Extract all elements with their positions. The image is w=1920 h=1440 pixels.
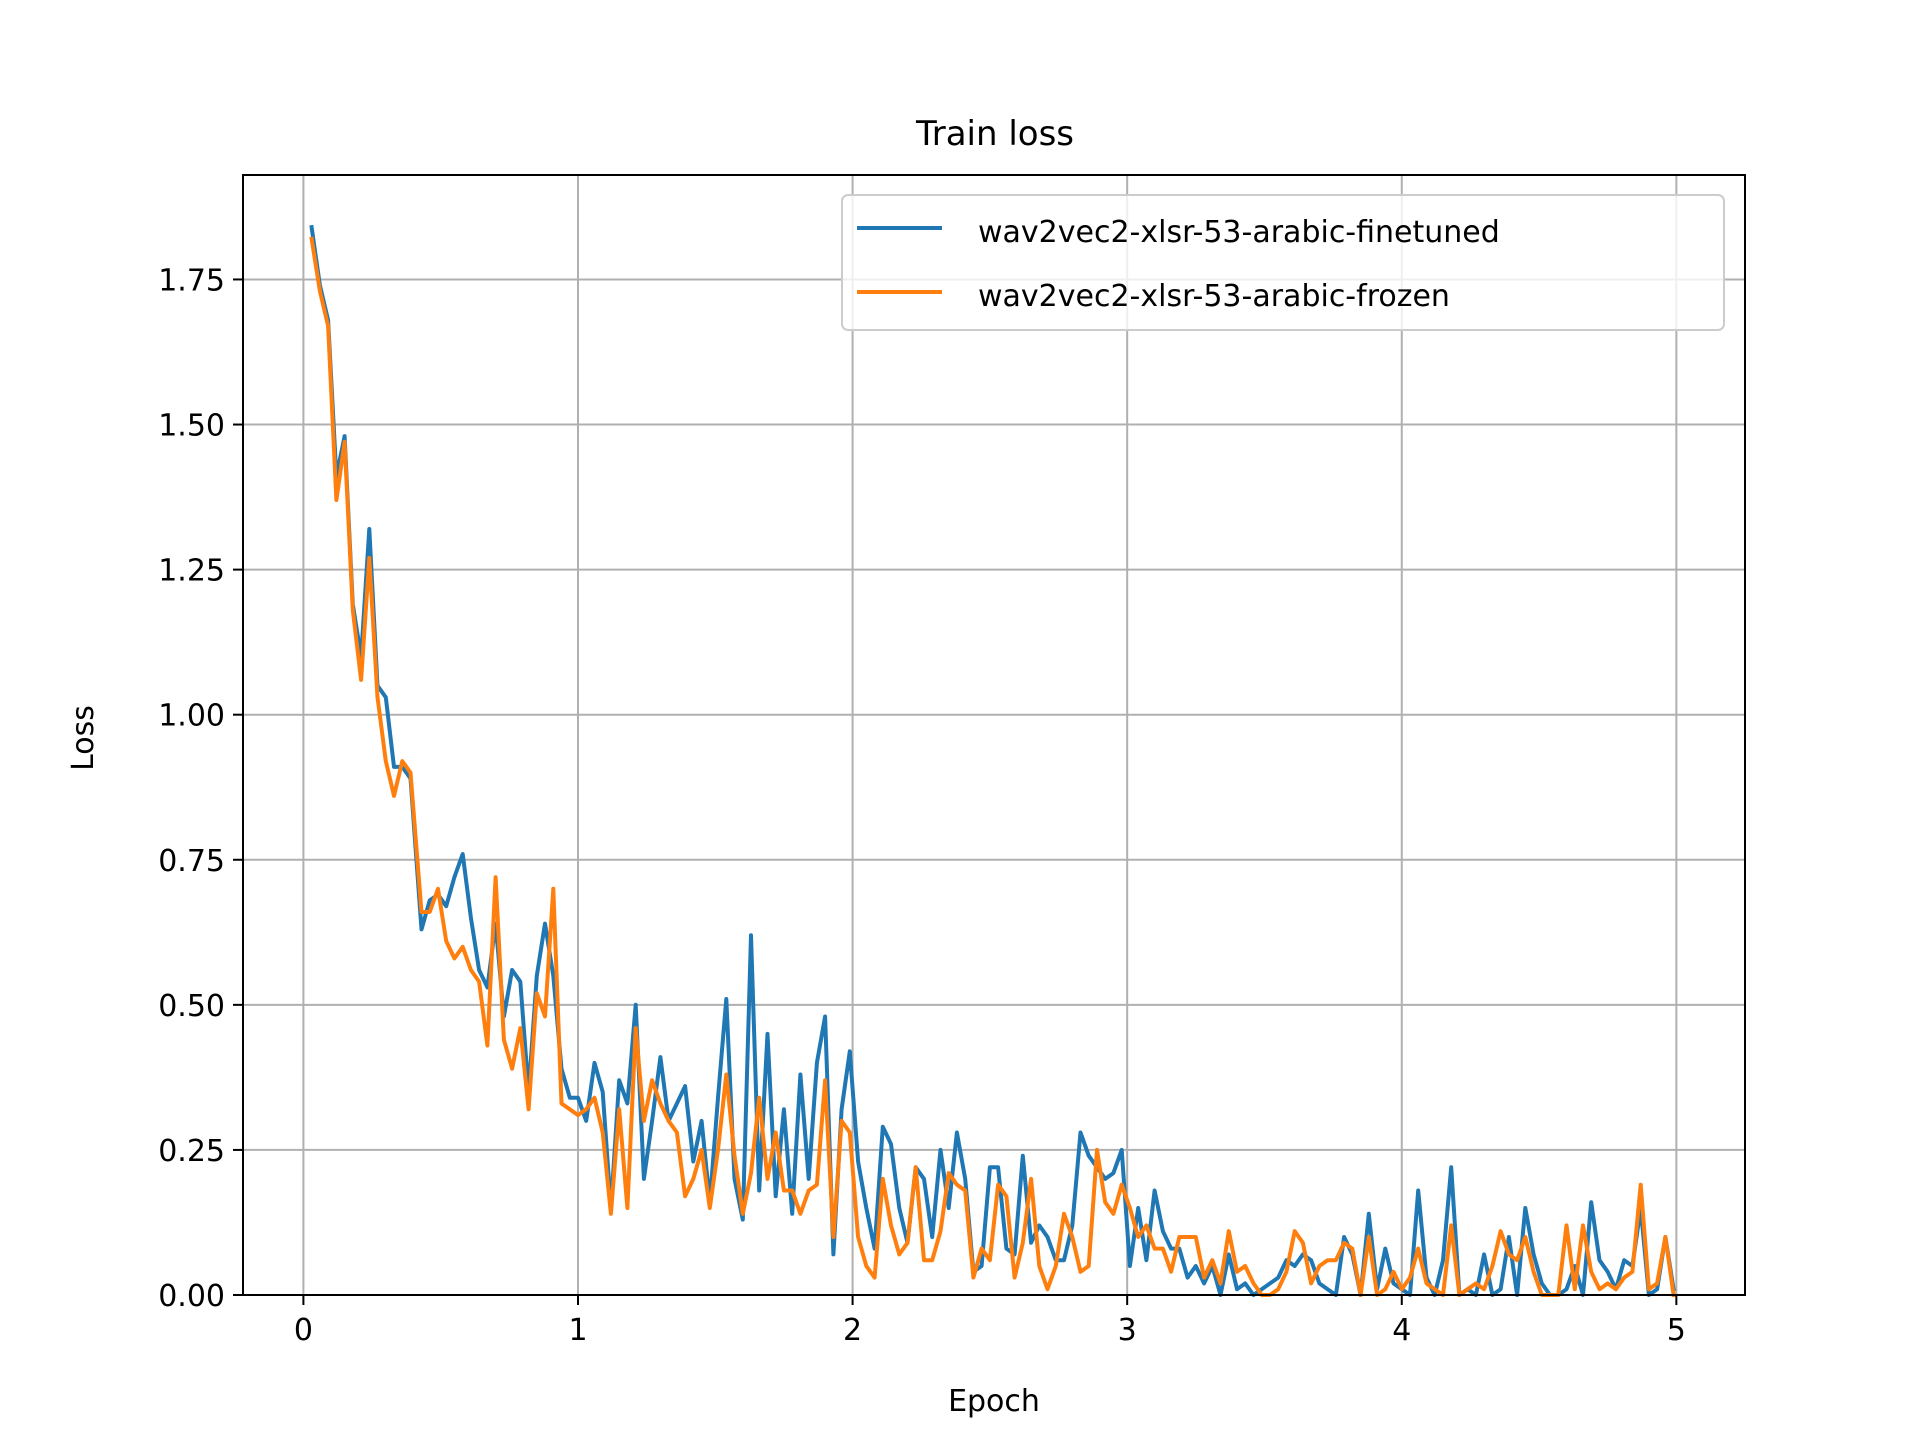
- y-tick-label: 0.25: [158, 1134, 225, 1169]
- series-lines: [309, 224, 1676, 1298]
- plot-area-frame: [242, 174, 1746, 1296]
- y-tick-label: 0.50: [158, 989, 225, 1024]
- x-tick-label: 0: [294, 1313, 313, 1348]
- legend-label-finetuned: wav2vec2-xlsr-53-arabic-finetuned: [978, 215, 1500, 250]
- y-tick-label: 0.75: [158, 844, 225, 879]
- series-line-frozen: [309, 236, 1676, 1298]
- x-tick-label: 1: [568, 1313, 587, 1348]
- y-tick-label: 1.00: [158, 699, 225, 734]
- y-tick-label: 1.50: [158, 409, 225, 444]
- x-tick-label: 5: [1667, 1313, 1686, 1348]
- legend: wav2vec2-xlsr-53-arabic-finetuned wav2ve…: [841, 194, 1725, 331]
- y-tick-label: 1.25: [158, 554, 225, 589]
- x-axis-label: Epoch: [948, 1384, 1040, 1419]
- legend-label-frozen: wav2vec2-xlsr-53-arabic-frozen: [978, 279, 1450, 314]
- axis-ticks: 0 1 2 3 4 5 0.00 0.25 0.50 0.75 1.00 1.25 1.50 1.75: [158, 263, 1686, 1348]
- series-line-finetuned: [309, 224, 1676, 1297]
- legend-box: [841, 194, 1725, 331]
- x-tick-label: 2: [843, 1313, 862, 1348]
- y-axis-label: Loss: [66, 705, 101, 771]
- chart-title: Train loss: [915, 114, 1074, 154]
- x-tick-label: 3: [1118, 1313, 1137, 1348]
- x-tick-label: 4: [1392, 1313, 1411, 1348]
- y-tick-label: 1.75: [158, 263, 225, 298]
- y-tick-label: 0.00: [158, 1279, 225, 1314]
